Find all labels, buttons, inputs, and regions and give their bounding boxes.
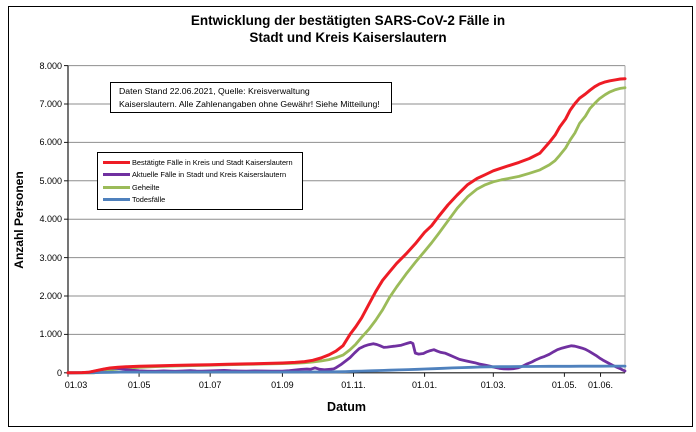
x-axis-title: Datum: [327, 400, 366, 414]
x-tick-label-01.05.: 01.05.: [551, 380, 577, 390]
legend-item-deaths: Todesfälle: [98, 194, 302, 205]
legend: Bestätigte Fälle in Kreis und Stadt Kais…: [97, 152, 303, 210]
chart-title-line2: Stadt und Kreis Kaiserslautern: [249, 30, 447, 45]
series-line-confirmed: [66, 77, 627, 375]
legend-label-recovered: Geheilte: [132, 182, 160, 192]
series-line-deaths: [66, 364, 627, 375]
legend-line-swatch-recovered: [103, 185, 130, 189]
data-source-annotation: Daten Stand 22.06.2021, Quelle: Kreisver…: [110, 82, 392, 113]
x-tick-label-01.06.: 01.06.: [588, 380, 614, 390]
y-tick-label-4.000: 4.000: [39, 214, 62, 225]
chart-title-line1: Entwicklung der bestätigten SARS-CoV-2 F…: [190, 13, 506, 28]
x-tick-label-01.01.: 01.01.: [412, 380, 438, 390]
x-tick-label-01.11.: 01.11.: [341, 380, 366, 390]
y-tick-label-0: 0: [56, 367, 62, 378]
x-tick-label-01.07: 01.07: [198, 380, 222, 390]
legend-item-confirmed: Bestätigte Fälle in Kreis und Stadt Kais…: [98, 157, 302, 168]
legend-line-swatch-deaths: [103, 198, 130, 202]
chart-outer-border: [8, 6, 693, 427]
chart-title: Entwicklung der bestätigten SARS-CoV-2 F…: [0, 12, 696, 46]
y-tick-label-5.000: 5.000: [39, 175, 62, 186]
series-line-recovered: [66, 86, 627, 375]
legend-line-swatch-active: [103, 173, 130, 177]
series-line-active: [66, 340, 627, 375]
legend-label-deaths: Todesfälle: [132, 195, 166, 205]
x-tick-label-01.09: 01.09: [271, 380, 294, 390]
annotation-line1: Daten Stand 22.06.2021, Quelle: Kreisver…: [119, 86, 310, 96]
y-tick-label-1.000: 1.000: [39, 329, 62, 340]
y-tick-label-3.000: 3.000: [39, 252, 62, 263]
y-tick-label-7.000: 7.000: [39, 99, 62, 109]
annotation-line2: Kaiserslautern. Alle Zahlenangaben ohne …: [119, 98, 380, 109]
legend-line-swatch-confirmed: [103, 160, 130, 164]
legend-item-recovered: Geheilte: [98, 182, 302, 193]
x-tick-label-01.03.: 01.03.: [480, 380, 506, 390]
legend-item-active: Aktuelle Fälle in Stadt und Kreis Kaiser…: [98, 169, 302, 180]
legend-label-active: Aktuelle Fälle in Stadt und Kreis Kaiser…: [132, 170, 287, 180]
y-tick-label-2.000: 2.000: [39, 291, 62, 301]
y-tick-label-6.000: 6.000: [39, 137, 62, 148]
y-tick-label-8.000: 8.000: [39, 60, 62, 71]
x-tick-label-01.05: 01.05: [127, 380, 151, 390]
legend-label-confirmed: Bestätigte Fälle in Kreis und Stadt Kais…: [132, 157, 293, 167]
x-tick-label-01.03: 01.03: [64, 380, 88, 390]
